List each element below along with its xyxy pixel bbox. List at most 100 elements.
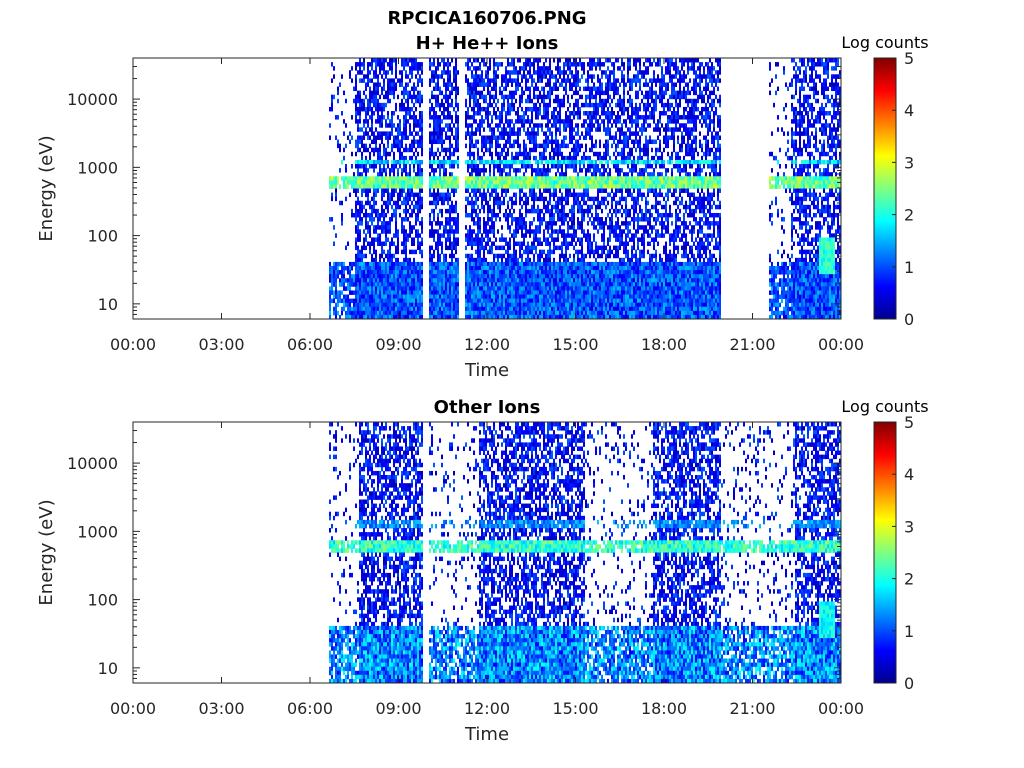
spectrogram-cell: [393, 180, 395, 184]
spectrogram-cell: [351, 274, 353, 278]
spectrogram-cell: [355, 237, 357, 241]
spectrogram-cell: [509, 123, 511, 127]
spectrogram-cell: [449, 286, 451, 290]
spectrogram-cell: [505, 209, 507, 213]
spectrogram-cell: [517, 180, 519, 184]
spectrogram-cell: [445, 95, 447, 99]
spectrogram-cell: [451, 282, 453, 286]
spectrogram-cell: [439, 303, 441, 307]
spectrogram-cell: [513, 193, 515, 197]
spectrogram-cell: [391, 131, 393, 135]
spectrogram-cell: [523, 70, 525, 74]
spectrogram-cell: [395, 205, 397, 209]
spectrogram-cell: [525, 58, 527, 62]
spectrogram-cell: [511, 295, 513, 299]
spectrogram-cell: [469, 58, 471, 62]
spectrogram-cell: [355, 311, 357, 315]
spectrogram-cell: [357, 127, 359, 131]
spectrogram-cell: [507, 189, 509, 193]
spectrogram-cell: [401, 184, 403, 188]
spectrogram-cell: [361, 217, 363, 221]
spectrogram-cell: [505, 78, 507, 82]
spectrogram-cell: [509, 78, 511, 82]
spectrogram-cell: [401, 62, 403, 66]
spectrogram-cell: [473, 152, 475, 156]
spectrogram-cell: [457, 131, 459, 135]
spectrogram-cell: [379, 290, 381, 294]
spectrogram-cell: [329, 303, 331, 307]
spectrogram-cell: [395, 303, 397, 307]
spectrogram-cell: [361, 135, 363, 139]
spectrogram-cell: [369, 70, 371, 74]
spectrogram-cell: [349, 311, 351, 315]
spectrogram-cell: [495, 74, 497, 78]
spectrogram-cell: [533, 87, 535, 91]
spectrogram-cell: [361, 307, 363, 311]
spectrogram-cell: [341, 299, 343, 303]
spectrogram-cell: [509, 237, 511, 241]
spectrogram-cell: [405, 156, 407, 160]
spectrogram-cell: [395, 307, 397, 311]
spectrogram-cell: [373, 282, 375, 286]
spectrogram-cell: [361, 152, 363, 156]
spectrogram-cell: [411, 189, 413, 193]
spectrogram-cell: [477, 99, 479, 103]
spectrogram-cell: [371, 140, 373, 144]
spectrogram-cell: [337, 299, 339, 303]
spectrogram-cell: [365, 299, 367, 303]
spectrogram-cell: [445, 131, 447, 135]
spectrogram-cell: [443, 107, 445, 111]
spectrogram-cell: [347, 295, 349, 299]
spectrogram-cell: [457, 87, 459, 91]
spectrogram-cell: [409, 311, 411, 315]
spectrogram-cell: [455, 184, 457, 188]
spectrogram-cell: [487, 221, 489, 225]
spectrogram-cell: [407, 295, 409, 299]
spectrogram-cell: [419, 172, 421, 176]
spectrogram-cell: [457, 119, 459, 123]
spectrogram-cell: [429, 160, 431, 164]
spectrogram-cell: [373, 148, 375, 152]
spectrogram-cell: [447, 303, 449, 307]
spectrogram-cell: [383, 62, 385, 66]
spectrogram-cell: [371, 164, 373, 168]
spectrogram-cell: [435, 274, 437, 278]
spectrogram-cell: [433, 250, 435, 254]
spectrogram-cell: [381, 242, 383, 246]
spectrogram-cell: [519, 299, 521, 303]
spectrogram-cell: [515, 78, 517, 82]
spectrogram-cell: [381, 103, 383, 107]
spectrogram-cell: [509, 164, 511, 168]
spectrogram-cell: [445, 286, 447, 290]
spectrogram-cell: [331, 274, 333, 278]
spectrogram-cell: [345, 286, 347, 290]
spectrogram-cell: [357, 278, 359, 282]
spectrogram-cell: [389, 266, 391, 270]
spectrogram-cell: [519, 197, 521, 201]
spectrogram-cell: [451, 172, 453, 176]
spectrogram-cell: [497, 184, 499, 188]
spectrogram-cell: [375, 278, 377, 282]
spectrogram-cell: [437, 184, 439, 188]
spectrogram-cell: [453, 87, 455, 91]
spectrogram-cell: [373, 91, 375, 95]
spectrogram-cell: [445, 221, 447, 225]
spectrogram-cell: [377, 282, 379, 286]
spectrogram-cell: [419, 144, 421, 148]
spectrogram-cell: [513, 180, 515, 184]
spectrogram-cell: [455, 270, 457, 274]
spectrogram-cell: [361, 127, 363, 131]
spectrogram-cell: [471, 176, 473, 180]
spectrogram-cell: [419, 160, 421, 164]
spectrogram-cell: [385, 254, 387, 258]
spectrogram-cell: [481, 82, 483, 86]
spectrogram-cell: [421, 140, 423, 144]
spectrogram-cell: [489, 311, 491, 315]
spectrogram-cell: [431, 140, 433, 144]
spectrogram-cell: [401, 221, 403, 225]
spectrogram-cell: [467, 237, 469, 241]
spectrogram-cell: [509, 282, 511, 286]
spectrogram-cell: [393, 262, 395, 266]
spectrogram-cell: [345, 246, 347, 250]
spectrogram-cell: [455, 205, 457, 209]
